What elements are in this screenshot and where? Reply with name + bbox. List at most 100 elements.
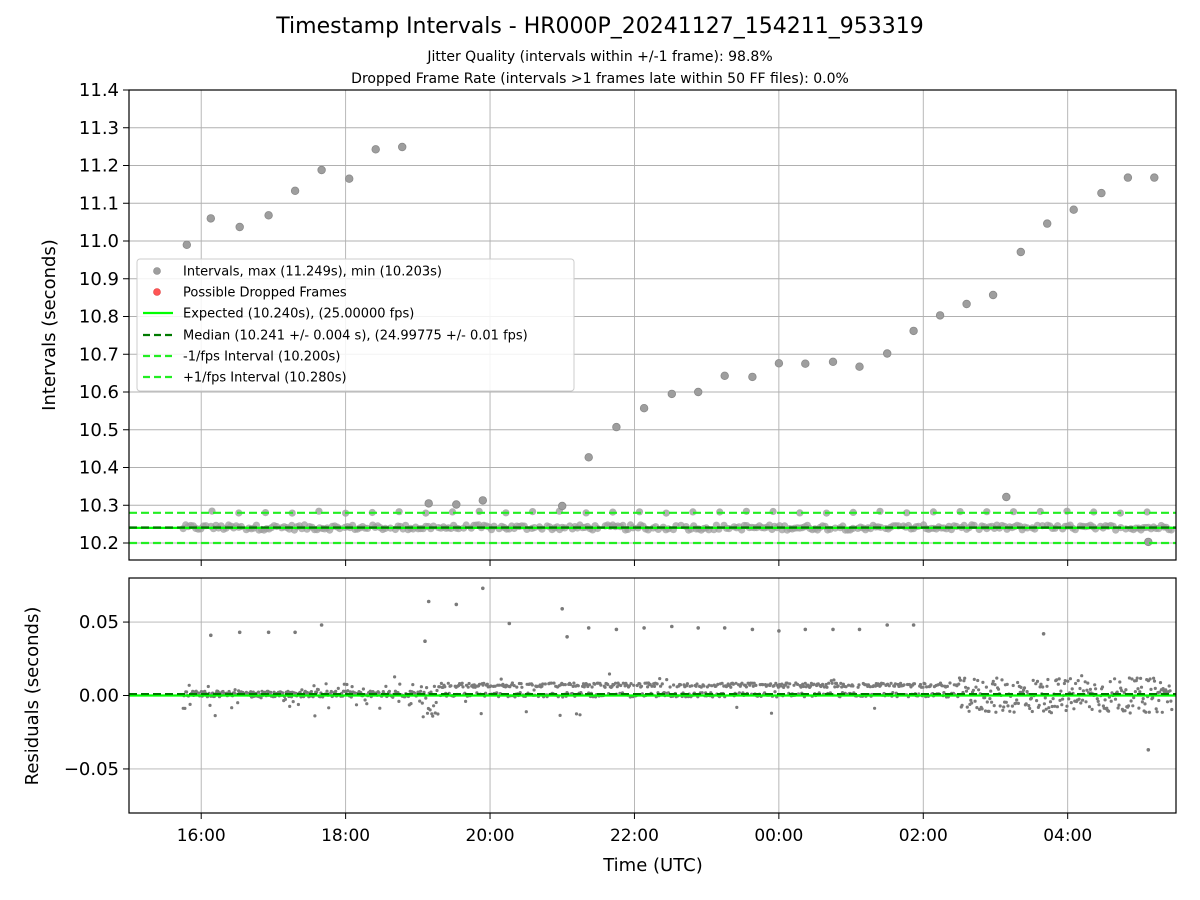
residual-point bbox=[957, 682, 961, 686]
residual-point bbox=[799, 685, 803, 689]
interval-point bbox=[662, 509, 670, 517]
interval-outlier-point bbox=[1016, 247, 1025, 257]
residual-point bbox=[1030, 709, 1034, 714]
residual-point bbox=[892, 684, 897, 688]
residual-point bbox=[419, 689, 423, 693]
residual-point bbox=[735, 705, 739, 710]
residual-point bbox=[1123, 709, 1127, 713]
residual-point bbox=[208, 703, 212, 708]
residual-point bbox=[543, 682, 547, 686]
residual-point bbox=[421, 715, 425, 719]
interval-outlier-point bbox=[639, 404, 649, 413]
residual-point bbox=[464, 699, 468, 704]
residual-point bbox=[1126, 704, 1131, 708]
residual-point bbox=[1152, 679, 1157, 683]
residual-point bbox=[409, 702, 413, 706]
residual-point bbox=[960, 703, 964, 707]
residual-point bbox=[1084, 700, 1088, 704]
residual-point bbox=[288, 704, 292, 709]
residual-point bbox=[889, 681, 893, 685]
residual-point bbox=[1093, 683, 1097, 687]
residual-point bbox=[948, 681, 952, 685]
intervals-y-tick-label: 11.3 bbox=[79, 118, 119, 139]
residual-point bbox=[1154, 707, 1158, 711]
residual-point bbox=[603, 685, 607, 689]
residual-point bbox=[191, 689, 195, 694]
residual-point bbox=[324, 682, 328, 686]
residual-outlier-point bbox=[209, 633, 213, 638]
residual-point bbox=[868, 685, 872, 689]
residual-point bbox=[1062, 681, 1066, 686]
residual-point bbox=[971, 688, 976, 692]
residual-point bbox=[967, 709, 971, 713]
residual-point bbox=[1067, 697, 1071, 701]
residual-point bbox=[1165, 700, 1170, 704]
residual-point bbox=[524, 710, 528, 714]
residual-point bbox=[384, 684, 388, 689]
residual-point bbox=[1130, 677, 1134, 681]
residual-point bbox=[812, 682, 816, 686]
legend-dropped-frames-marker bbox=[153, 288, 161, 296]
residual-point bbox=[976, 678, 980, 683]
residual-point bbox=[365, 702, 369, 706]
residual-point bbox=[830, 681, 834, 685]
residual-point bbox=[1058, 698, 1062, 703]
legend: Intervals, max (11.249s), min (10.203s) P… bbox=[136, 258, 575, 392]
residual-point bbox=[1053, 704, 1057, 708]
legend-intervals-label: Intervals, max (11.249s), min (10.203s) bbox=[183, 265, 442, 280]
residual-point bbox=[740, 681, 744, 685]
residual-point bbox=[1132, 696, 1136, 700]
interval-outlier-point bbox=[345, 174, 354, 183]
residual-point bbox=[1063, 679, 1067, 683]
residual-point bbox=[965, 705, 969, 709]
residual-point bbox=[1000, 678, 1004, 682]
residual-point bbox=[1141, 697, 1145, 701]
residual-point bbox=[992, 704, 996, 708]
residual-point bbox=[1168, 689, 1172, 693]
residual-point bbox=[434, 700, 438, 705]
residual-point bbox=[1080, 674, 1084, 678]
residual-point bbox=[827, 681, 831, 685]
residual-point bbox=[795, 682, 800, 687]
residual-outlier-point bbox=[803, 627, 808, 632]
residual-point bbox=[987, 709, 991, 714]
residual-point bbox=[660, 682, 664, 686]
legend-minus-1fps-label: -1/fps Interval (10.200s) bbox=[183, 350, 340, 365]
residual-point bbox=[530, 683, 534, 687]
x-tick-label: 16:00 bbox=[177, 826, 226, 846]
residual-point bbox=[839, 681, 843, 686]
residual-point bbox=[734, 681, 738, 685]
residual-point bbox=[761, 683, 765, 687]
residual-point bbox=[1077, 697, 1081, 701]
residual-point bbox=[974, 685, 978, 689]
residual-point bbox=[1027, 704, 1031, 708]
legend-box bbox=[136, 258, 575, 392]
residual-outlier-point bbox=[560, 607, 564, 611]
residual-point bbox=[825, 685, 829, 689]
residual-point bbox=[1056, 682, 1060, 686]
residual-point bbox=[1139, 685, 1144, 689]
residuals-reference-lines bbox=[129, 693, 1176, 697]
residual-point bbox=[803, 681, 807, 685]
residual-point bbox=[639, 684, 644, 688]
residual-point bbox=[1042, 702, 1046, 706]
residual-point bbox=[668, 685, 672, 689]
residual-point bbox=[1016, 680, 1020, 685]
residual-point bbox=[1035, 679, 1040, 684]
residual-point bbox=[571, 684, 575, 689]
intervals-y-tick-label: 11.4 bbox=[79, 80, 119, 101]
residual-point bbox=[984, 685, 989, 689]
intervals-y-tick-label: 11.2 bbox=[79, 156, 119, 177]
residual-point bbox=[1078, 686, 1082, 691]
intervals-y-tick-label: 11.0 bbox=[79, 231, 119, 252]
interval-point bbox=[395, 508, 403, 516]
interval-point bbox=[315, 507, 323, 515]
residual-point bbox=[650, 684, 654, 688]
residual-point bbox=[1170, 707, 1174, 712]
residual-point bbox=[632, 683, 636, 687]
interval-outlier-point bbox=[558, 501, 567, 511]
residual-point bbox=[1144, 710, 1148, 714]
interval-outlier-point bbox=[801, 359, 810, 368]
residuals-y-tick-label: 0.05 bbox=[79, 612, 119, 633]
residuals-y-tick-label: 0.00 bbox=[79, 686, 119, 707]
